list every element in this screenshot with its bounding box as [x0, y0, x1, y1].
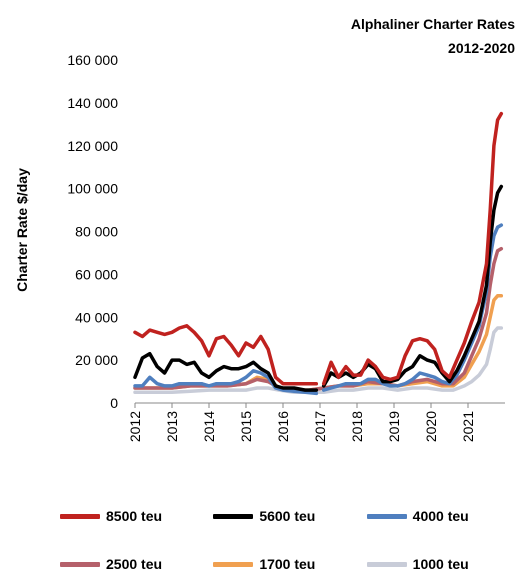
legend-item: 1700 teu — [213, 556, 366, 572]
y-tick-label: 20 000 — [75, 352, 118, 368]
legend-label: 2500 teu — [106, 556, 163, 572]
y-tick-label: 100 000 — [67, 181, 118, 197]
y-axis-ticks: 160 000 140 000 120 000 100 000 80 000 60 000… — [67, 52, 118, 411]
y-tick-label: 40 000 — [75, 309, 118, 325]
legend-label: 4000 teu — [412, 508, 469, 524]
legend-item: 8500 teu — [60, 508, 213, 524]
chart-title-block: Alphaliner Charter Rates 2012-2020 — [351, 12, 515, 60]
series-line-8500-teu — [133, 324, 319, 386]
series-layer — [133, 111, 504, 396]
x-tick-label: 2016 — [275, 411, 291, 442]
legend-label: 1000 teu — [412, 556, 469, 572]
series-line-2500-teu — [133, 246, 504, 392]
legend-swatch — [213, 561, 254, 567]
y-tick-label: 0 — [110, 395, 118, 411]
y-tick-label: 80 000 — [75, 224, 118, 240]
series-line-8500-teu — [321, 111, 504, 386]
chart-subtitle: 2012-2020 — [448, 40, 515, 56]
legend-swatch — [60, 561, 100, 567]
legend-item: 4000 teu — [366, 508, 520, 524]
x-tick-label: 2013 — [164, 411, 180, 442]
x-tick-label: 2017 — [312, 411, 328, 442]
x-tick-label: 2020 — [423, 411, 439, 442]
legend: 8500 teu 5600 teu 4000 teu 2500 teu 1700… — [60, 492, 520, 588]
legend-row: 8500 teu 5600 teu 4000 teu — [60, 492, 520, 540]
x-tick-label: 2018 — [349, 411, 365, 442]
legend-label: 8500 teu — [106, 508, 163, 524]
legend-item: 2500 teu — [60, 556, 213, 572]
series-line-5600-teu — [133, 351, 319, 392]
x-tick-label: 2019 — [386, 411, 402, 442]
y-tick-label: 140 000 — [67, 95, 118, 111]
legend-label: 1700 teu — [259, 556, 316, 572]
legend-row: 2500 teu 1700 teu 1000 teu — [60, 540, 520, 588]
legend-swatch — [60, 513, 100, 519]
legend-swatch — [366, 561, 407, 567]
x-tick-label: 2014 — [201, 411, 217, 442]
y-tick-label: 60 000 — [75, 266, 118, 282]
y-tick-label: 120 000 — [67, 138, 118, 154]
legend-label: 5600 teu — [259, 508, 316, 524]
legend-swatch — [366, 513, 407, 519]
x-tick-label: 2015 — [238, 411, 254, 442]
legend-item: 1000 teu — [366, 556, 520, 572]
y-tick-label: 160 000 — [67, 52, 118, 68]
legend-item: 5600 teu — [213, 508, 366, 524]
x-axis-ticks: 2012 2013 2014 2015 2016 2017 2018 2019 2020 2021 — [127, 403, 476, 442]
x-tick-label: 2021 — [460, 411, 476, 442]
chart-title: Alphaliner Charter Rates — [350, 16, 515, 32]
y-axis-label: Charter Rate $/day — [14, 168, 30, 292]
series-line-1000-teu — [133, 326, 504, 395]
x-tick-label: 2012 — [127, 411, 143, 442]
legend-swatch — [213, 513, 254, 519]
line-chart: Charter Rate $/day 160 000 140 000 120 000… — [14, 52, 505, 442]
series-line-4000-teu — [133, 369, 319, 396]
